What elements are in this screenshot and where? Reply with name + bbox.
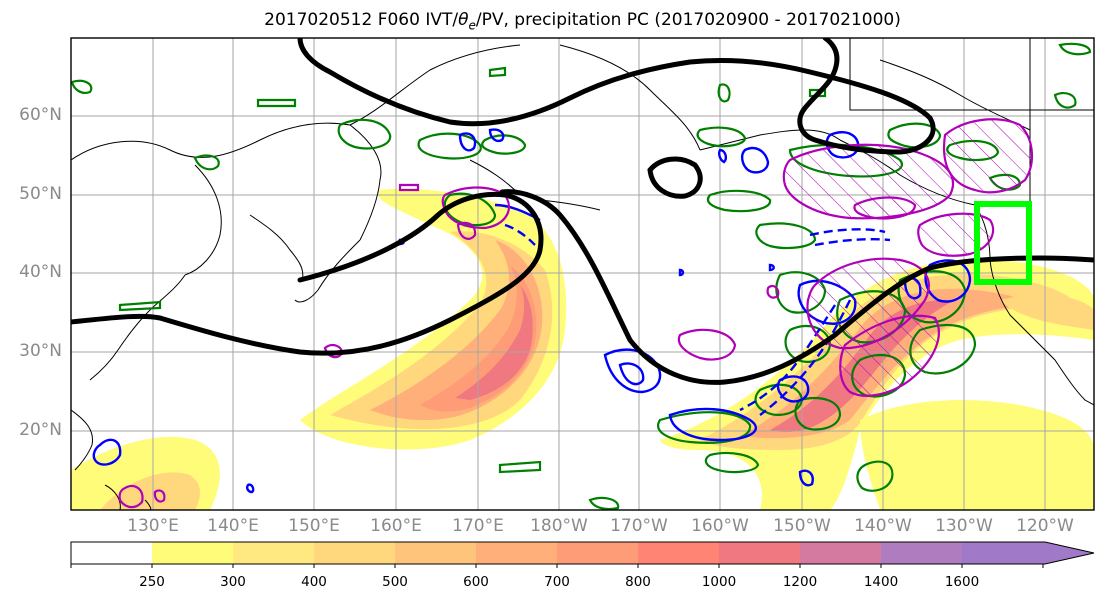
colorbar-segment — [395, 542, 477, 564]
colorbar-segment — [557, 542, 639, 564]
lat-label-30n: 30°N — [19, 341, 62, 361]
colorbar-label-700: 700 — [544, 574, 570, 590]
colorbar-segment — [962, 542, 1094, 564]
map-frame — [70, 37, 1095, 511]
colorbar-segment — [800, 542, 882, 564]
colorbar-segments — [71, 542, 1094, 564]
colorbar-segment — [152, 542, 234, 564]
map-title: 2017020512 F060 IVT/θe/PV, precipitation… — [264, 10, 901, 33]
colorbar-segment — [719, 542, 801, 564]
lon-label-160w: 160°W — [691, 516, 749, 536]
lon-label-170w: 170°W — [610, 516, 668, 536]
lon-label-130w: 130°W — [935, 516, 993, 536]
colorbar-segment — [638, 542, 720, 564]
colorbar-label-400: 400 — [301, 574, 327, 590]
colorbar-label-300: 300 — [220, 574, 246, 590]
lon-label-130e: 130°E — [127, 516, 179, 536]
lon-label-150e: 150°E — [288, 516, 340, 536]
colorbar-segment — [314, 542, 396, 564]
coastlines — [71, 38, 1094, 510]
lon-label-160e: 160°E — [370, 516, 422, 536]
colorbar-label-1000: 1000 — [701, 574, 737, 590]
lon-label-120w: 120°W — [1016, 516, 1074, 536]
colorbar-outline — [70, 541, 1095, 565]
colorbar-label-600: 600 — [463, 574, 489, 590]
lon-label-140e: 140°E — [207, 516, 259, 536]
precip-pc-contours — [118, 118, 1034, 509]
colorbar-segment — [71, 542, 153, 564]
colorbar-label-1200: 1200 — [782, 574, 818, 590]
lat-label-40n: 40°N — [19, 262, 62, 282]
colorbar-ticks — [70, 564, 1044, 568]
colorbar-label-250: 250 — [139, 574, 165, 590]
colorbar-label-1600: 1600 — [944, 574, 980, 590]
lon-label-170e: 170°E — [452, 516, 504, 536]
map-area — [71, 38, 1094, 510]
lat-label-60n: 60°N — [19, 105, 62, 125]
lon-label-150w: 150°W — [773, 516, 831, 536]
height-contours — [71, 38, 1094, 385]
colorbar — [70, 541, 1095, 568]
colorbar-segment — [233, 542, 315, 564]
lat-label-50n: 50°N — [19, 184, 62, 204]
lon-label-140w: 140°W — [854, 516, 912, 536]
target-region-box — [974, 201, 1032, 285]
lon-label-180w: 180°W — [530, 516, 588, 536]
colorbar-label-800: 800 — [625, 574, 651, 590]
colorbar-label-500: 500 — [382, 574, 408, 590]
colorbar-label-1400: 1400 — [863, 574, 899, 590]
lat-label-20n: 20°N — [19, 420, 62, 440]
colorbar-segment — [881, 542, 963, 564]
colorbar-segment — [476, 542, 558, 564]
